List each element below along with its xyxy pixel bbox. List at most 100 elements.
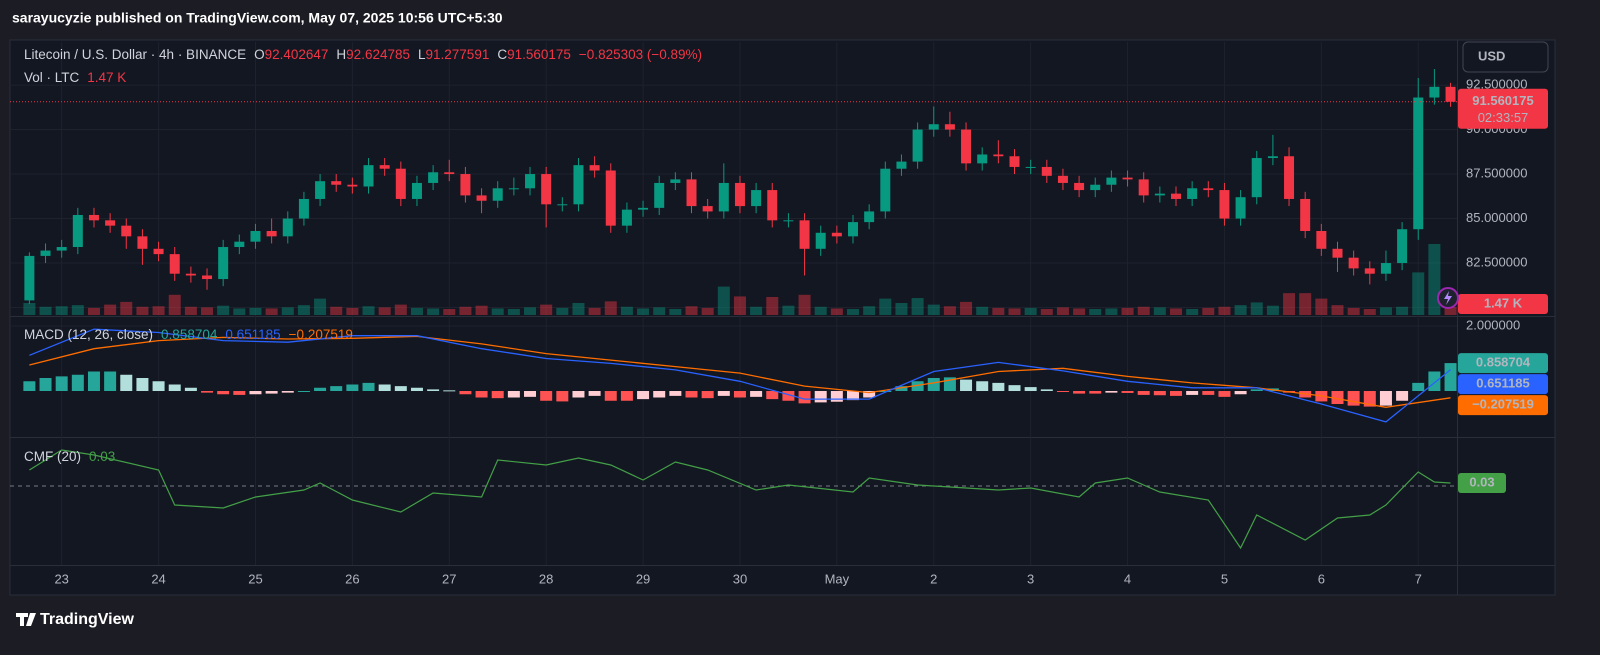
histogram-bar [427,389,440,392]
histogram-bar [1331,391,1344,405]
volume-bar [717,286,730,315]
candle-body [1397,229,1408,264]
x-tick-label: 30 [733,571,747,586]
candle-body [1203,188,1214,191]
candle-body [993,154,1004,157]
histogram-bar [459,391,472,395]
candle-body [654,182,665,208]
ohlc-letter: H [336,47,347,62]
histogram-bar [410,387,423,392]
candle-body [492,188,503,201]
histogram-bar [1428,371,1441,392]
volume-bar [1218,306,1231,315]
volume-bar [459,306,472,315]
histogram-bar [524,391,537,397]
macd-tag [1458,353,1548,374]
alert-icon-bolt [1444,291,1452,305]
volume-bar [637,308,650,315]
candle-body [686,179,697,207]
volume-bar [782,305,795,315]
histogram-bar [927,378,940,392]
x-tick-label: 4 [1124,571,1131,586]
candle-body [169,254,180,274]
currency-button[interactable] [1462,41,1549,73]
price-tag-value: 91.560175 [1472,93,1533,108]
histogram-bar [1379,391,1392,406]
volume-bar [895,302,908,315]
histogram-bar [604,391,617,401]
volume-bar [427,308,440,315]
volume-bar [911,298,924,315]
histogram-bar [39,378,52,392]
histogram-bar [1444,363,1457,392]
candle-body [137,236,148,249]
histogram-bar [1234,391,1247,395]
candle-body [1138,179,1149,196]
candle-body [218,247,229,280]
candle-body [395,168,406,199]
candle-body [896,161,907,169]
signal-value: −0.207519 [288,327,353,342]
brand-logo [16,613,36,626]
candle-body [185,273,196,276]
candle-body [1106,177,1117,185]
volume-bar [1056,307,1069,315]
candle-body [202,275,213,280]
symbol-title: Litecoin / U.S. Dollar · 4h · BINANCE [24,47,247,62]
candle-body [928,124,939,130]
candle-body [444,172,455,175]
volume-bar [943,306,956,315]
volume-bar [249,307,262,315]
histogram-bar [217,391,230,395]
histogram-bar [265,391,278,394]
candle-body [379,165,390,169]
volume-bar [863,306,876,315]
volume-bar [136,306,149,315]
histogram-bar [895,386,908,392]
candle-body [234,241,245,248]
candle-body [573,165,584,205]
volume-bar [620,306,633,315]
candle-body [1364,268,1375,274]
x-tick-label: 29 [636,571,650,586]
histogram-bar [475,391,488,398]
histogram-bar [1186,391,1199,395]
volume-bar [346,307,359,315]
volume-bar [152,306,165,315]
cmf-legend: CMF (20) 0.03 [24,449,115,464]
histogram-bar [314,387,327,392]
candle-body [977,154,988,164]
candle-body [1300,198,1311,231]
volume-value: 1.47 K [87,70,127,85]
candle-body [734,182,745,207]
volume-bar [604,301,617,315]
volume-bar [1396,306,1409,315]
histogram-bar [960,379,973,392]
histogram-bar [1089,391,1102,394]
candle-body [1154,193,1165,196]
x-tick-label: 25 [248,571,262,586]
volume-bar [1299,293,1312,315]
y-tick-label: 92.500000 [1466,77,1527,92]
volume-bar [330,306,343,315]
candle-body [1413,97,1424,230]
volume-tag [1458,294,1548,314]
histogram-bar [1056,391,1069,393]
volume-bar [281,307,294,315]
volume-bar [524,307,537,315]
x-tick-label: 6 [1318,571,1325,586]
histogram-bar [733,391,746,398]
volume-bar [1073,308,1086,315]
volume-bar [87,307,100,315]
candle-body [525,174,536,189]
candle-body [751,190,762,207]
candle-body [702,206,713,212]
volume-bar [1315,298,1328,315]
currency-label: USD [1478,48,1505,63]
volume-bar [507,308,520,315]
price-tag [1458,88,1548,129]
volume-bar [410,307,423,315]
volume-bar [653,307,666,315]
